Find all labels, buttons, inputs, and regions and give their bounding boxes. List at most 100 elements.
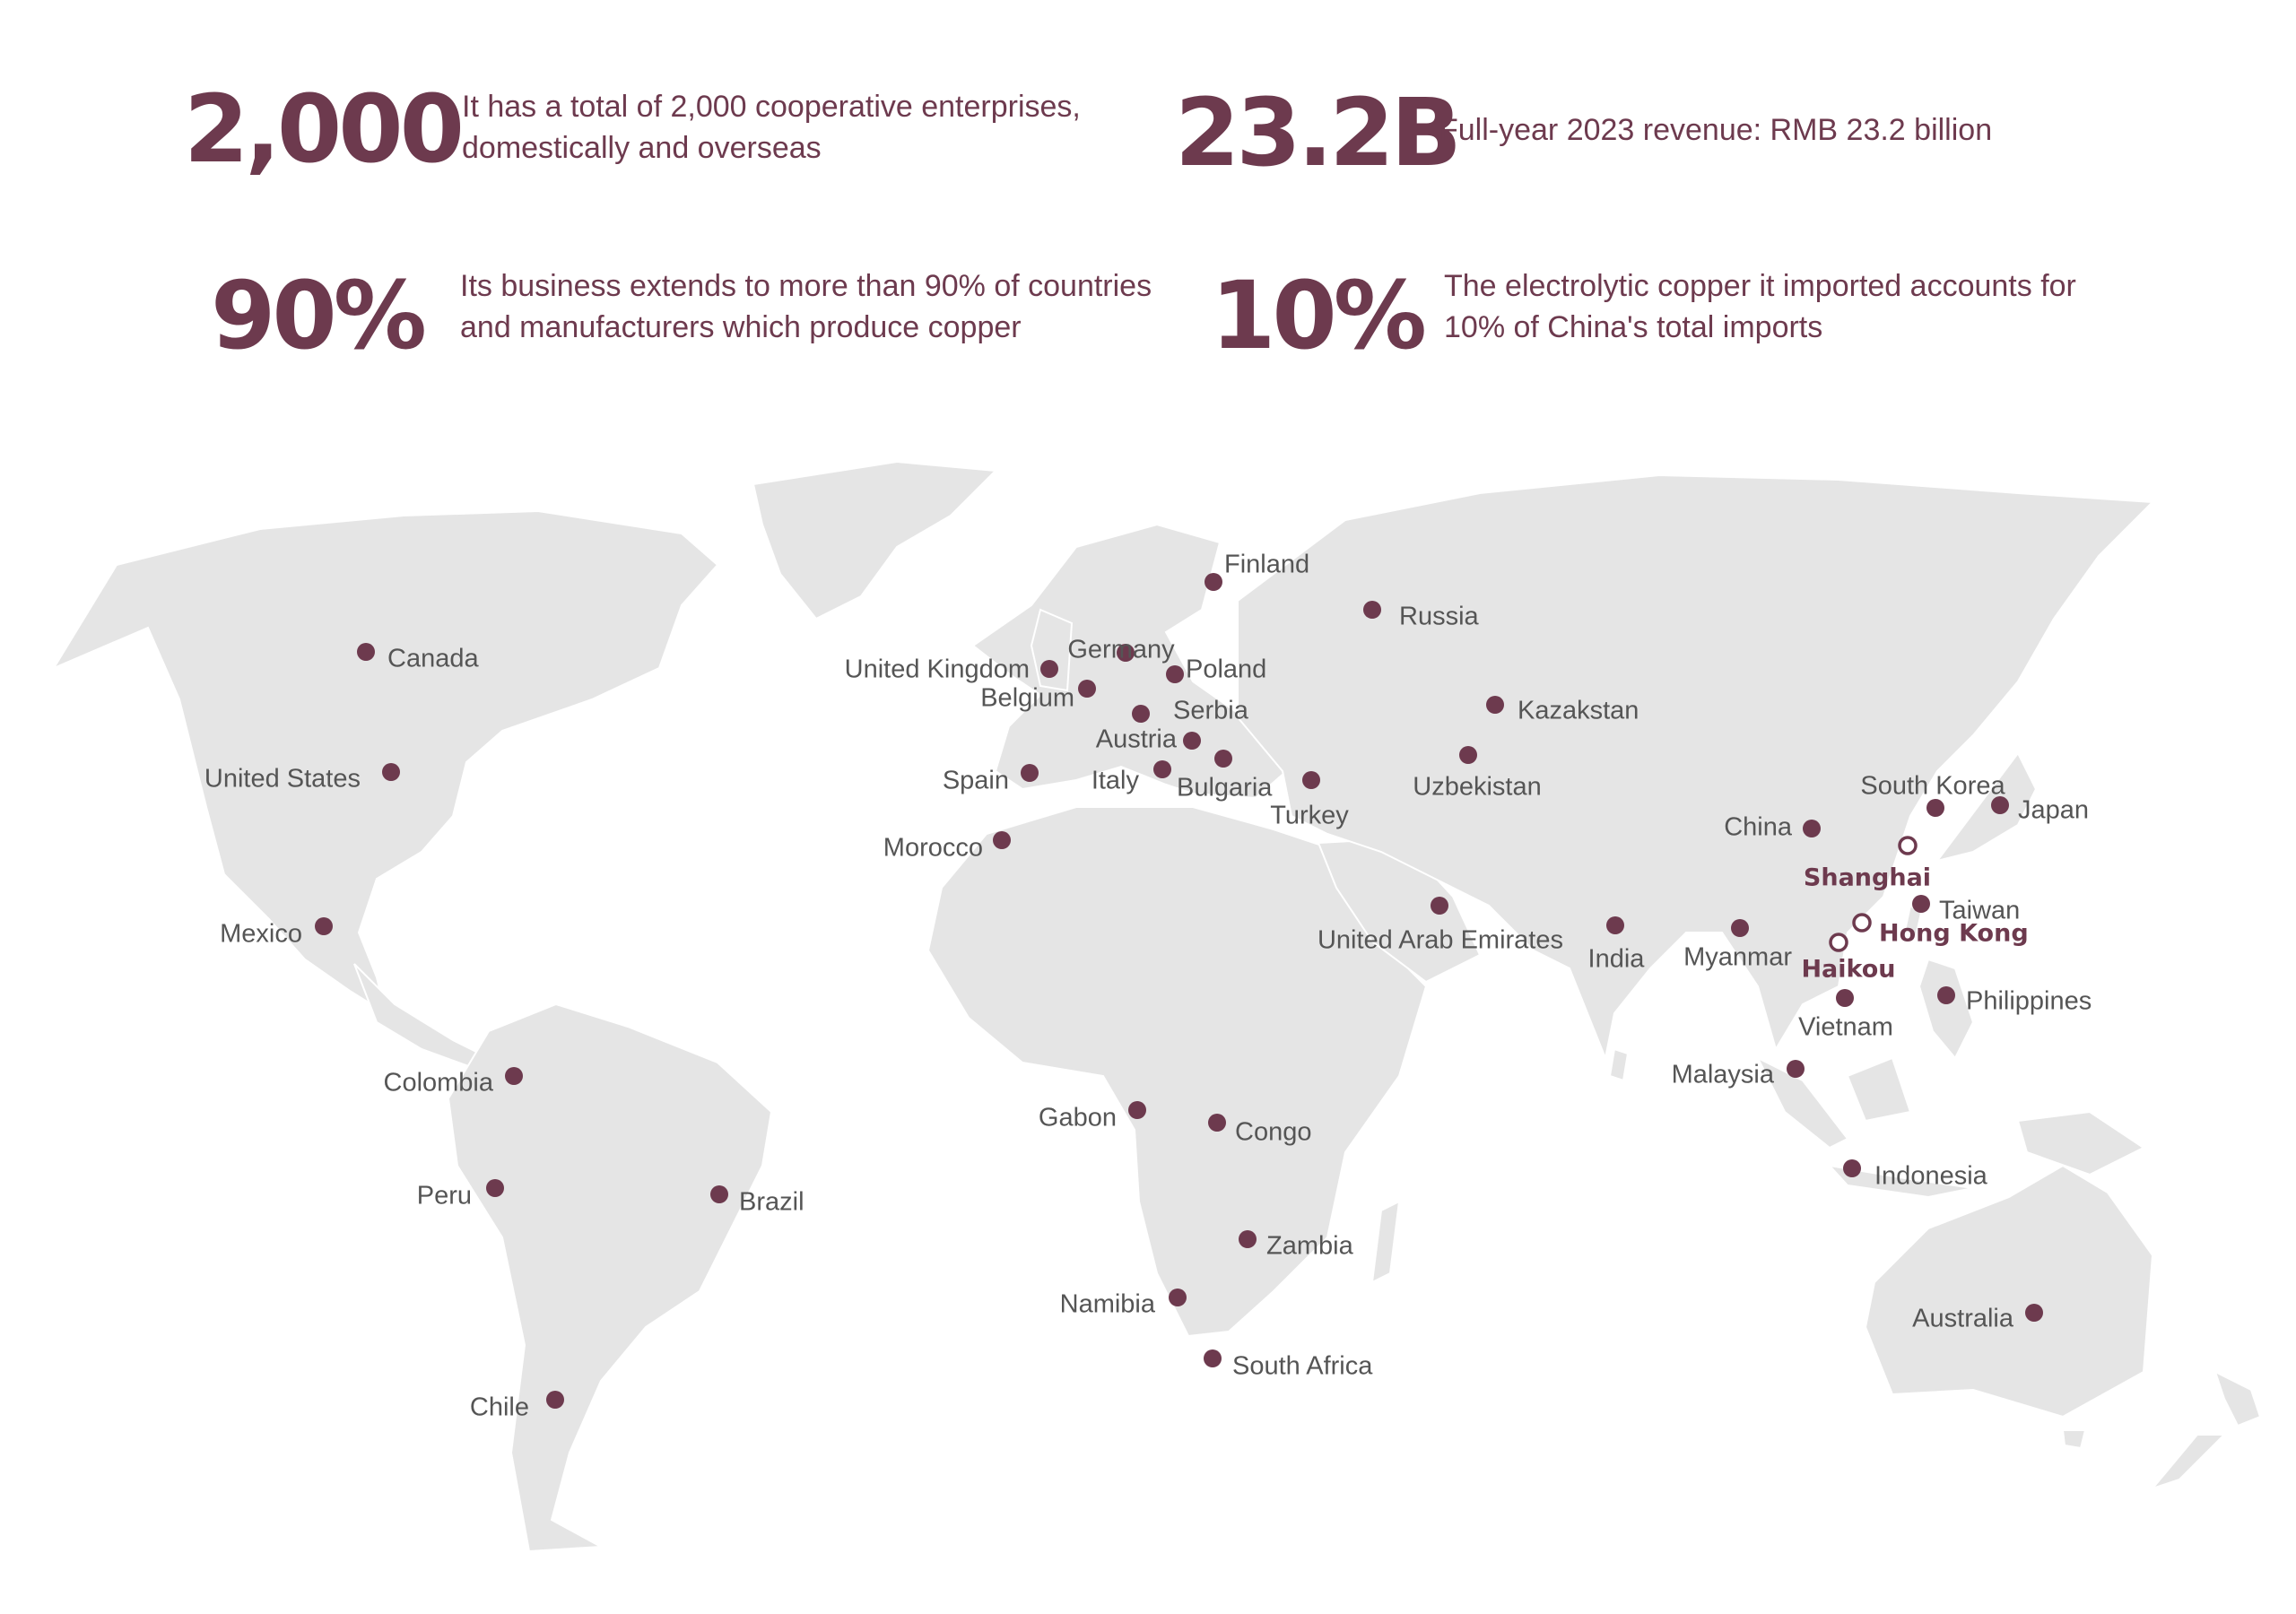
label-russia: Russia bbox=[1399, 603, 1480, 631]
marker-poland bbox=[1166, 665, 1184, 683]
marker-united-states bbox=[382, 763, 400, 781]
stat-value: 90% bbox=[211, 261, 427, 370]
landmass-shape bbox=[51, 509, 719, 1016]
marker-philippines bbox=[1937, 986, 1955, 1004]
label-myanmar: Myanmar bbox=[1683, 943, 1792, 972]
label-india: India bbox=[1588, 945, 1646, 974]
label-united-arab-emirates: United Arab Emirates bbox=[1318, 926, 1563, 955]
marker-germany bbox=[1117, 644, 1135, 662]
label-zambia: Zambia bbox=[1266, 1232, 1354, 1261]
marker-japan bbox=[1991, 796, 2009, 814]
stat-description: Its business extends to more than 90% of… bbox=[460, 269, 1152, 344]
label-united-states: United States bbox=[204, 765, 361, 794]
label-canada: Canada bbox=[387, 645, 479, 673]
stat-value: 10% bbox=[1211, 261, 1427, 370]
stat-value: 23.2B bbox=[1175, 78, 1462, 187]
stat-value: 2,000 bbox=[184, 74, 465, 184]
label-belgium: Belgium bbox=[980, 684, 1074, 713]
landmass-shape bbox=[926, 806, 1428, 1338]
marker-south-africa bbox=[1204, 1349, 1222, 1367]
hub-marker-haikou bbox=[1829, 933, 1848, 952]
label-finland: Finland bbox=[1224, 551, 1309, 579]
label-mexico: Mexico bbox=[220, 920, 302, 949]
landmass-shape bbox=[2149, 1434, 2227, 1491]
label-peru: Peru bbox=[417, 1182, 472, 1210]
label-austria: Austria bbox=[1096, 725, 1178, 754]
marker-myanmar bbox=[1731, 919, 1749, 937]
marker-russia bbox=[1363, 601, 1381, 619]
label-morocco: Morocco bbox=[883, 834, 983, 863]
marker-congo bbox=[1208, 1114, 1226, 1132]
marker-indonesia bbox=[1843, 1159, 1861, 1177]
stat-description: It has a total of 2,000 cooperative ente… bbox=[462, 90, 1081, 165]
marker-india bbox=[1606, 916, 1624, 934]
marker-bulgaria bbox=[1214, 750, 1232, 768]
label-taiwan: Taiwan bbox=[1939, 897, 2020, 925]
marker-brazil bbox=[710, 1185, 728, 1203]
landmass-shape bbox=[1827, 1164, 1974, 1199]
marker-canada bbox=[357, 643, 375, 661]
landmass-shape bbox=[1935, 751, 2038, 863]
marker-peru bbox=[486, 1179, 504, 1197]
label-congo: Congo bbox=[1235, 1118, 1311, 1147]
world-map: Finland Russia Canada United Kingdom Germany… bbox=[51, 460, 2262, 1553]
stat-description: The electrolytic copper it imported acco… bbox=[1444, 269, 2076, 344]
marker-united-arab-emirates bbox=[1431, 897, 1448, 915]
marker-taiwan bbox=[1912, 895, 1930, 913]
hub-label-shanghai: Shanghai bbox=[1804, 864, 1931, 892]
landmass-shape bbox=[752, 460, 998, 620]
marker-colombia bbox=[505, 1067, 523, 1085]
label-bulgaria: Bulgaria bbox=[1177, 774, 1273, 803]
marker-malaysia bbox=[1787, 1060, 1805, 1078]
label-united-kingdom: United Kingdom bbox=[845, 655, 1030, 684]
landmass-shape bbox=[2213, 1370, 2262, 1427]
marker-south-korea bbox=[1926, 799, 1944, 817]
label-italy: Italy bbox=[1091, 767, 1140, 795]
hub-marker-hong-kong bbox=[1852, 913, 1872, 933]
label-vietnam: Vietnam bbox=[1798, 1013, 1893, 1042]
label-colombia: Colombia bbox=[384, 1069, 494, 1098]
landmass-shape bbox=[1864, 1164, 2154, 1419]
marker-united-kingdom bbox=[1040, 660, 1058, 678]
label-namibia: Namibia bbox=[1060, 1290, 1156, 1319]
marker-turkey bbox=[1302, 771, 1320, 789]
landmass-shape bbox=[1846, 1056, 1912, 1123]
label-south-korea: South Korea bbox=[1860, 772, 2005, 801]
marker-gabon bbox=[1128, 1101, 1146, 1119]
marker-china bbox=[1803, 820, 1821, 837]
label-kazakstan: Kazakstan bbox=[1518, 697, 1639, 725]
landmass bbox=[51, 460, 2262, 1553]
label-poland: Poland bbox=[1186, 655, 1266, 684]
label-uzbekistan: Uzbekistan bbox=[1413, 773, 1541, 802]
marker-chile bbox=[546, 1391, 564, 1409]
label-brazil: Brazil bbox=[739, 1188, 804, 1217]
landmass-shape bbox=[1237, 473, 2155, 1062]
landmass-shape bbox=[2061, 1429, 2087, 1450]
marker-uzbekistan bbox=[1459, 746, 1477, 764]
label-china: China bbox=[1724, 813, 1793, 842]
label-germany: Germany bbox=[1067, 636, 1175, 664]
landmass-shape bbox=[447, 1002, 773, 1553]
marker-zambia bbox=[1239, 1230, 1257, 1248]
label-spain: Spain bbox=[943, 767, 1009, 795]
marker-vietnam bbox=[1836, 989, 1854, 1007]
marker-italy bbox=[1153, 760, 1171, 778]
label-indonesia: Indonesia bbox=[1874, 1162, 1988, 1191]
landmass-shape bbox=[971, 523, 1293, 800]
label-chile: Chile bbox=[470, 1393, 529, 1422]
label-japan: Japan bbox=[2018, 796, 2089, 825]
stat-description: Full-year 2023 revenue: RMB 23.2 billion bbox=[1439, 113, 1993, 147]
marker-morocco bbox=[993, 831, 1011, 849]
hub-marker-shanghai bbox=[1898, 836, 1918, 855]
label-philippines: Philippines bbox=[1966, 987, 2092, 1016]
label-turkey: Turkey bbox=[1270, 802, 1349, 830]
landmass-shape bbox=[1370, 1200, 1401, 1284]
marker-kazakstan bbox=[1486, 696, 1504, 714]
marker-austria bbox=[1183, 732, 1201, 750]
label-south-africa: South Africa bbox=[1232, 1352, 1373, 1381]
landmass-shape bbox=[1918, 958, 1975, 1060]
label-malaysia: Malaysia bbox=[1672, 1061, 1775, 1089]
label-australia: Australia bbox=[1912, 1305, 2014, 1333]
marker-spain bbox=[1021, 764, 1039, 782]
label-gabon: Gabon bbox=[1039, 1104, 1117, 1132]
